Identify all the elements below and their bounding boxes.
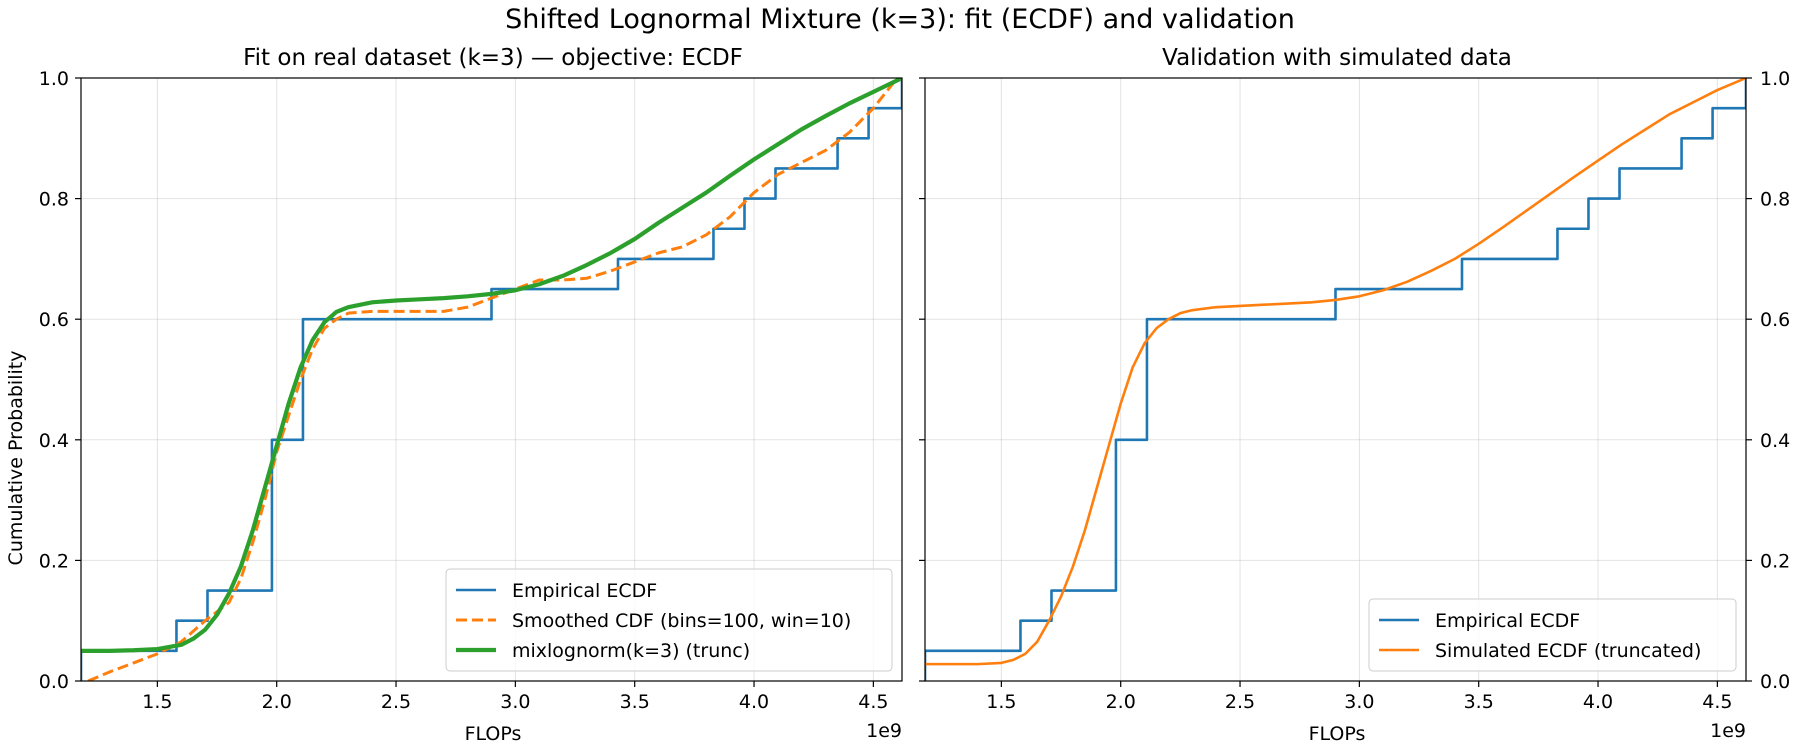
x-tick-label: 3.5 — [1464, 691, 1494, 713]
series-line-smoothed-cdf-bins-100-win-10 — [87, 78, 899, 681]
plot-frame — [924, 77, 1747, 682]
y-tick-label: 0.4 — [39, 430, 69, 452]
x-tick-label: 2.5 — [1225, 691, 1255, 713]
x-tick-label: 2.5 — [381, 691, 411, 713]
plot-frame — [80, 77, 903, 682]
x-tick-label: 3.0 — [500, 691, 530, 713]
x-tick-label: 4.5 — [858, 691, 888, 713]
x-tick-label: 4.5 — [1702, 691, 1732, 713]
right-panel-title: Validation with simulated data — [1162, 45, 1512, 71]
legend-label: Smoothed CDF (bins=100, win=10) — [512, 610, 851, 632]
right-x-axis-label: FLOPs — [1309, 723, 1366, 745]
y-tick-label: 1.0 — [39, 68, 69, 90]
legend-box — [1368, 598, 1737, 672]
y-tick-label: 0.6 — [1760, 309, 1790, 331]
x-tick-label: 4.0 — [739, 691, 769, 713]
left-panel-title: Fit on real dataset (k=3) — objective: E… — [243, 45, 743, 71]
legend-label: Empirical ECDF — [1435, 610, 1580, 632]
x-tick-label: 4.0 — [1583, 691, 1613, 713]
x-tick-label: 3.0 — [1344, 691, 1374, 713]
series-group — [925, 78, 1746, 681]
legend-label: Simulated ECDF (truncated) — [1435, 640, 1701, 662]
right-panel-validation: Validation with simulated data FLOPs 1e9… — [919, 45, 1790, 745]
y-tick-label: 0.2 — [39, 550, 69, 572]
left-y-axis-label: Cumulative Probability — [5, 351, 27, 566]
legend-label: mixlognorm(k=3) (trunc) — [512, 640, 750, 662]
x-tick-label: 1.5 — [986, 691, 1016, 713]
x-tick-label: 3.5 — [620, 691, 650, 713]
y-tick-label: 0.0 — [1760, 671, 1790, 693]
legend: Empirical ECDF Simulated ECDF (truncated) — [1368, 598, 1737, 672]
x-tick-label: 1.5 — [142, 691, 172, 713]
right-x-offset-label: 1e9 — [1710, 720, 1746, 742]
series-line-empirical-ecdf — [81, 78, 902, 681]
y-tick-label: 0.2 — [1760, 550, 1790, 572]
y-tick-label: 0.8 — [39, 189, 69, 211]
y-tick-label: 0.0 — [39, 671, 69, 693]
left-x-offset-label: 1e9 — [866, 720, 902, 742]
legend: Empirical ECDF Smoothed CDF (bins=100, wi… — [445, 568, 893, 672]
legend-box — [445, 568, 893, 672]
series-line-mixlognorm-k-3-trunc — [81, 78, 902, 653]
y-tick-label: 0.8 — [1760, 189, 1790, 211]
figure-title: Shifted Lognormal Mixture (k=3): fit (EC… — [505, 4, 1295, 35]
y-tick-label: 0.4 — [1760, 430, 1790, 452]
legend-label: Empirical ECDF — [512, 580, 657, 602]
y-tick-label: 1.0 — [1760, 68, 1790, 90]
y-tick-label: 0.6 — [39, 309, 69, 331]
left-panel-fit: Fit on real dataset (k=3) — objective: E… — [5, 45, 903, 745]
left-x-axis-label: FLOPs — [465, 723, 522, 745]
series-line-simulated-ecdf-truncated — [925, 78, 1746, 666]
series-group — [81, 78, 902, 681]
x-tick-label: 2.0 — [262, 691, 292, 713]
x-tick-label: 2.0 — [1106, 691, 1136, 713]
